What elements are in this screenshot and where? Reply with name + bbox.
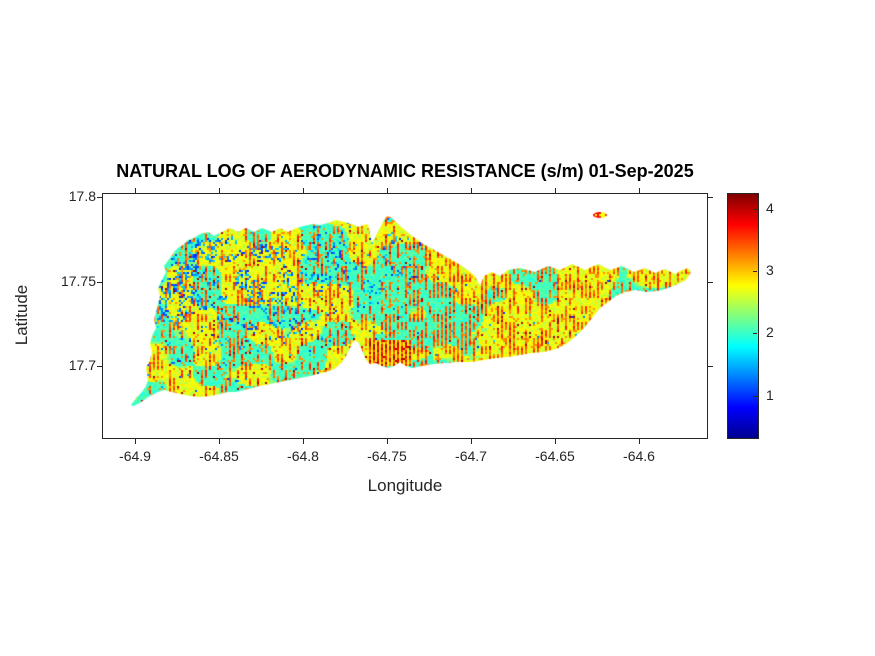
x-tick-mark-top (303, 188, 304, 193)
y-tick-mark (97, 366, 102, 367)
heatmap-canvas (103, 194, 707, 438)
y-tick-mark-right (708, 366, 713, 367)
x-tick-mark (471, 439, 472, 444)
x-tick-label: -64.75 (367, 448, 407, 464)
x-tick-mark-top (135, 188, 136, 193)
x-tick-mark (135, 439, 136, 444)
colorbar-tick-label: 2 (766, 324, 774, 340)
colorbar-gradient (727, 193, 759, 439)
x-tick-label: -64.9 (119, 448, 151, 464)
colorbar-tick-mark (753, 333, 757, 334)
x-tick-mark-top (639, 188, 640, 193)
colorbar-tick-mark (753, 271, 757, 272)
plot-area (102, 193, 708, 439)
x-tick-label: -64.8 (287, 448, 319, 464)
x-tick-label: -64.7 (455, 448, 487, 464)
x-tick-mark (555, 439, 556, 444)
colorbar-tick-mark (753, 209, 757, 210)
y-tick-mark (97, 282, 102, 283)
x-tick-mark-top (555, 188, 556, 193)
x-tick-label: -64.85 (199, 448, 239, 464)
y-tick-label: 17.8 (68, 188, 96, 204)
x-tick-mark (303, 439, 304, 444)
x-tick-mark-top (387, 188, 388, 193)
chart-title: NATURAL LOG OF AERODYNAMIC RESISTANCE (s… (116, 161, 694, 181)
colorbar-tick-label: 1 (766, 387, 774, 403)
y-tick-mark-right (708, 282, 713, 283)
y-axis-label: Latitude (12, 284, 31, 346)
x-tick-label: -64.65 (535, 448, 575, 464)
y-tick-mark-right (708, 197, 713, 198)
colorbar-tick-label: 4 (766, 200, 774, 216)
x-tick-mark (219, 439, 220, 444)
x-tick-mark-top (219, 188, 220, 193)
x-tick-label: -64.6 (623, 448, 655, 464)
colorbar-tick-mark (753, 396, 757, 397)
x-tick-mark (639, 439, 640, 444)
x-tick-mark-top (471, 188, 472, 193)
colorbar-tick-label: 3 (766, 262, 774, 278)
x-tick-mark (387, 439, 388, 444)
y-tick-label: 17.7 (68, 357, 96, 373)
y-tick-mark (97, 197, 102, 198)
y-tick-label: 17.75 (60, 273, 96, 289)
x-axis-label: Longitude (367, 476, 443, 495)
